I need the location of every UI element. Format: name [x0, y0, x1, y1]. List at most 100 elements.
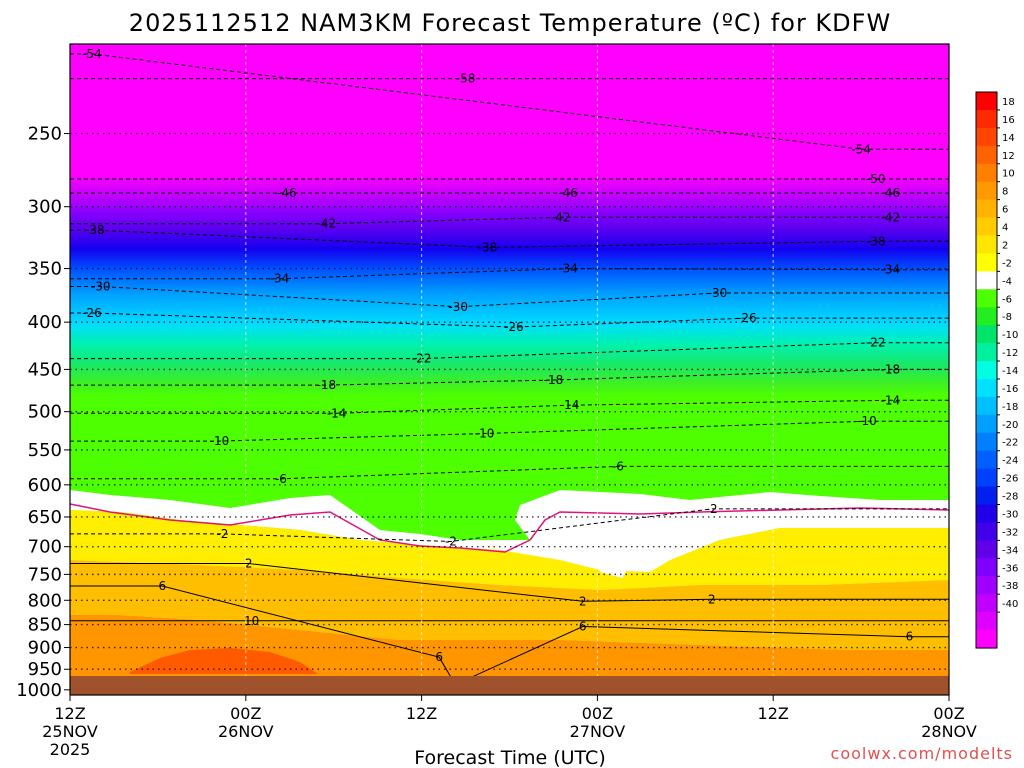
colorbar-swatch [976, 110, 997, 129]
credit-text: coolwx.com/modelts [831, 744, 1013, 763]
isotherm-label: 2 [579, 594, 587, 608]
isotherm-label: -42 [551, 210, 571, 224]
x-tick-label: 27NOV [570, 722, 626, 741]
colorbar-swatch [976, 415, 997, 434]
colorbar-tick-label: -4 [1002, 276, 1012, 287]
isotherm-label: -2 [706, 502, 718, 516]
colorbar-tick-label: -32 [1002, 527, 1018, 538]
isotherm-label: -38 [866, 234, 886, 248]
y-tick-label: 750 [28, 564, 62, 585]
colorbar-tick-label: -24 [1002, 456, 1018, 467]
colorbar-tick-label: 14 [1002, 133, 1015, 144]
y-tick-label: 800 [28, 590, 62, 611]
x-tick-label: 12Z [758, 704, 789, 723]
colorbar-swatch [976, 289, 997, 308]
isotherm-label: -38 [85, 223, 105, 237]
x-tick-label: 25NOV [42, 722, 98, 741]
colorbar-tick-label: -8 [1002, 312, 1012, 323]
colorbar: 18 16 14 12 10 8 6 4 2 -2 -4 -6 -8 -10 -12 -14 -16 -18 -20… [976, 92, 1018, 649]
isotherm-label: -34 [270, 272, 290, 286]
colorbar-swatch [976, 92, 997, 111]
colorbar-tick-label: -14 [1002, 366, 1018, 377]
x-tick-label: 12Z [406, 704, 437, 723]
colorbar-tick-label: -10 [1002, 330, 1018, 341]
isotherm-label: -18 [544, 373, 564, 387]
isotherm-label: -14 [560, 398, 580, 412]
colorbar-swatch [976, 522, 997, 541]
colorbar-tick-label: 10 [1002, 169, 1015, 180]
isotherm-label: -54 [82, 47, 102, 61]
isotherm-label: -42 [881, 210, 901, 224]
colorbar-swatch [976, 630, 997, 649]
colorbar-swatch [976, 164, 997, 183]
colorbar-tick-label: 4 [1002, 223, 1008, 234]
isotherm-label: 10 [244, 614, 259, 628]
ground-surface [70, 676, 949, 695]
isotherm-label: -30 [708, 286, 728, 300]
colorbar-swatch [976, 128, 997, 147]
isotherm-label: -26 [82, 306, 102, 320]
isotherm-label: -34 [881, 263, 901, 277]
y-tick-label: 400 [28, 312, 62, 333]
isotherm-label: -30 [91, 279, 111, 293]
colorbar-swatch [976, 325, 997, 344]
y-tick-label: 1000 [16, 680, 62, 701]
colorbar-tick-label: 12 [1002, 151, 1015, 162]
colorbar-swatch [976, 200, 997, 219]
isotherm-label: -26 [737, 311, 757, 325]
isotherm-label: -46 [558, 186, 578, 200]
colorbar-swatch [976, 451, 997, 470]
colorbar-tick-label: -34 [1002, 545, 1018, 556]
colorbar-swatch [976, 307, 997, 326]
y-tick-label: 950 [28, 659, 62, 680]
y-tick-label: 700 [28, 537, 62, 558]
x-tick-label: 2025 [50, 740, 91, 759]
colorbar-tick-label: 18 [1002, 97, 1015, 108]
colorbar-swatch [976, 343, 997, 362]
plot-area [70, 44, 949, 680]
colorbar-swatch [976, 397, 997, 416]
colorbar-tick-label: -26 [1002, 474, 1018, 485]
isotherm-label: -14 [881, 393, 901, 407]
colorbar-tick-label: -2 [1002, 258, 1012, 269]
isotherm-label: -2 [216, 527, 228, 541]
y-tick-label: 450 [28, 359, 62, 380]
y-tick-label: 850 [28, 615, 62, 636]
x-tick-label: 28NOV [921, 722, 977, 741]
isotherm-label: 6 [906, 630, 914, 644]
isotherm-label: -42 [317, 217, 337, 231]
upper-temperature-field [70, 44, 949, 544]
colorbar-tick-label: 16 [1002, 115, 1015, 126]
colorbar-swatch [976, 469, 997, 488]
isotherm-label: -34 [558, 262, 578, 276]
isotherm-label: 6 [435, 650, 443, 664]
y-tick-label: 350 [28, 259, 62, 280]
isotherm-label: 6 [579, 619, 587, 633]
isotherm-label: -46 [881, 186, 901, 200]
y-tick-label: 650 [28, 507, 62, 528]
y-tick-label: 900 [28, 638, 62, 659]
chart-title: 2025112512 NAM3KM Forecast Temperature (… [129, 9, 891, 37]
colorbar-tick-label: -30 [1002, 509, 1018, 520]
x-tick-label: 00Z [582, 704, 613, 723]
colorbar-swatch [976, 558, 997, 577]
isotherm-label: -14 [327, 406, 347, 420]
isotherm-label: -54 [851, 142, 871, 156]
y-tick-label: 550 [28, 440, 62, 461]
isotherm-label: -6 [612, 459, 624, 473]
x-tick-label: 00Z [230, 704, 261, 723]
colorbar-swatch [976, 379, 997, 398]
x-tick-label: 12Z [54, 704, 85, 723]
y-axis-ticks: 2503003504004505005506006507007508008509… [16, 124, 70, 701]
colorbar-swatch [976, 594, 997, 613]
isotherm-label: -50 [866, 172, 886, 186]
y-tick-label: 500 [28, 402, 62, 423]
colorbar-tick-label: -28 [1002, 492, 1018, 503]
y-tick-label: 600 [28, 475, 62, 496]
isotherm-label: -38 [478, 240, 498, 254]
isotherm-label: -58 [456, 72, 476, 86]
x-tick-label: 26NOV [218, 722, 274, 741]
isotherm-label: -10 [475, 427, 495, 441]
isotherm-label: 6 [158, 579, 166, 593]
isotherm-label: -30 [448, 300, 468, 314]
